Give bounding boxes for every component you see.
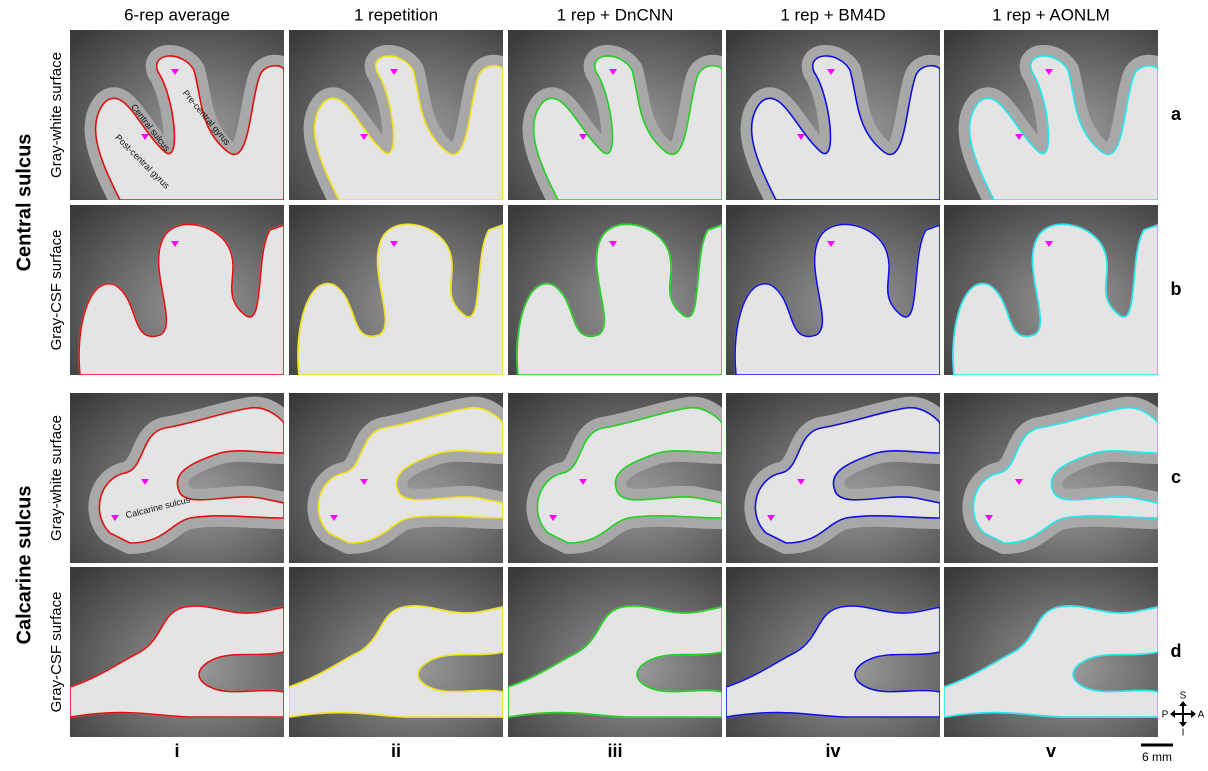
- column-numeral: ii: [391, 741, 401, 761]
- column-header: 1 rep + AONLM: [992, 5, 1110, 24]
- row-letter: a: [1171, 104, 1182, 124]
- panel-content: [944, 567, 1158, 737]
- panel-content: [508, 393, 722, 563]
- row-label: Gray-CSF surface: [48, 230, 65, 351]
- image-panel: [944, 30, 1158, 200]
- panel-content: [944, 393, 1158, 563]
- image-panel: [726, 393, 940, 563]
- compass-label: P: [1162, 710, 1169, 721]
- panel-content: [70, 205, 284, 375]
- image-panel: [70, 30, 284, 200]
- panel-content: [289, 393, 503, 563]
- panel-content: [726, 393, 940, 563]
- image-panel: [726, 205, 940, 375]
- panel-content: [70, 393, 284, 563]
- image-panel: [726, 567, 940, 737]
- panel-content: [70, 567, 284, 737]
- column-header: 1 rep + BM4D: [780, 5, 885, 24]
- compass-label: S: [1180, 691, 1187, 702]
- image-panel: [944, 567, 1158, 737]
- column-numeral: iv: [825, 741, 840, 761]
- row-letter: d: [1171, 641, 1182, 661]
- image-panel: [289, 393, 503, 563]
- image-panel: [289, 567, 503, 737]
- panel-content: [289, 205, 503, 375]
- image-panel: [508, 30, 722, 200]
- panel-content: [70, 30, 284, 200]
- panel-grid: [70, 30, 1158, 737]
- orientation-compass: [1170, 701, 1196, 727]
- image-panel: [289, 205, 503, 375]
- figure: Central sulcus Pre-central gyrus Post-ce…: [0, 0, 1208, 766]
- row-label: Gray-CSF surface: [48, 592, 65, 713]
- column-numeral: i: [174, 741, 179, 761]
- column-header: 6-rep average: [124, 5, 230, 24]
- panel-content: [944, 30, 1158, 200]
- group-label: Calcarine sulcus: [13, 486, 35, 645]
- column-header: 1 rep + DnCNN: [557, 5, 674, 24]
- column-header: 1 repetition: [354, 5, 438, 24]
- group-label: Central sulcus: [13, 134, 35, 272]
- image-panel: [726, 30, 940, 200]
- panel-content: [508, 567, 722, 737]
- panel-content: [726, 205, 940, 375]
- row-label: Gray-white surface: [48, 52, 65, 178]
- panel-content: [726, 30, 940, 200]
- compass-label: A: [1198, 710, 1205, 721]
- column-numeral: v: [1046, 741, 1056, 761]
- row-label: Gray-white surface: [48, 415, 65, 541]
- image-panel: [508, 393, 722, 563]
- row-letter: b: [1171, 279, 1182, 299]
- compass-label: I: [1182, 728, 1185, 739]
- panel-content: [944, 205, 1158, 375]
- panel-content: [508, 30, 722, 200]
- image-panel: [508, 567, 722, 737]
- image-panel: [944, 205, 1158, 375]
- panel-content: [726, 567, 940, 737]
- panel-content: [289, 567, 503, 737]
- image-panel: [70, 393, 284, 563]
- row-letter: c: [1171, 467, 1181, 487]
- image-panel: [70, 567, 284, 737]
- scale-bar-label: 6 mm: [1142, 750, 1172, 764]
- panel-content: [289, 30, 503, 200]
- column-numeral: iii: [607, 741, 622, 761]
- image-panel: [289, 30, 503, 200]
- image-panel: [70, 205, 284, 375]
- image-panel: [944, 393, 1158, 563]
- panel-content: [508, 205, 722, 375]
- page: {"columns": [ {"header": "6-rep average"…: [0, 0, 1208, 771]
- image-panel: [508, 205, 722, 375]
